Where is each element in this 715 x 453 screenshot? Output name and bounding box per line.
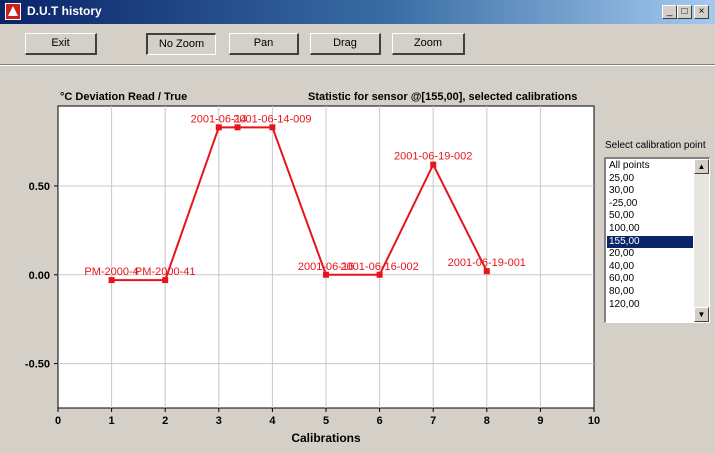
- title-bar[interactable]: D.U.T history _ □ ×: [0, 0, 715, 24]
- x-tick-label: 9: [537, 415, 543, 427]
- toolbar-separator: [0, 64, 715, 66]
- calibration-option[interactable]: 30,00: [609, 185, 635, 197]
- data-point-label: 2001-06-14: [191, 113, 247, 125]
- x-tick-label: 4: [269, 415, 276, 427]
- x-tick-label: 8: [484, 415, 490, 427]
- exit-button[interactable]: Exit: [25, 33, 97, 55]
- y-axis-ticks: 0.50 0.00 -0.50: [25, 181, 58, 371]
- data-point: [323, 271, 329, 278]
- y-tick-label: 0.00: [29, 270, 50, 282]
- drag-button[interactable]: Drag: [310, 33, 381, 55]
- calibration-option[interactable]: -25,00: [609, 197, 638, 209]
- zoom-button[interactable]: Zoom: [392, 33, 465, 55]
- calibration-option[interactable]: 155,00: [607, 235, 693, 249]
- data-point: [376, 271, 383, 278]
- x-tick-label: 6: [377, 415, 383, 427]
- calibration-select-label: Select calibration point: [605, 140, 706, 151]
- data-point-label: 2001-06-19-002: [394, 151, 472, 163]
- close-button[interactable]: ×: [694, 5, 709, 19]
- x-tick-label: 10: [588, 415, 600, 427]
- x-tick-label: 2: [162, 415, 168, 427]
- calibration-option[interactable]: 100,00: [609, 222, 640, 234]
- data-point-label: 2001-06-19-001: [448, 257, 526, 269]
- x-tick-label: 5: [323, 415, 329, 427]
- y-tick-label: -0.50: [25, 359, 50, 371]
- data-point-label: 2001-06-16-002: [340, 261, 418, 273]
- calibration-option[interactable]: 60,00: [609, 273, 635, 285]
- x-tick-label: 7: [430, 415, 436, 427]
- data-point: [430, 161, 437, 168]
- calibration-option[interactable]: 40,00: [609, 260, 635, 272]
- chart-title-right: Statistic for sensor @[155,00], selected…: [308, 91, 578, 103]
- calibration-listbox[interactable]: All points 25,00 30,00 -25,00 50,00 100,00 155…: [604, 157, 710, 323]
- scroll-up-icon[interactable]: ▲: [694, 159, 709, 174]
- no-zoom-button[interactable]: No Zoom: [146, 33, 216, 55]
- data-point-label: 2001-06-14-009: [233, 113, 311, 125]
- app-logo-icon: [5, 3, 21, 20]
- data-point-label: PM-2000-41: [135, 266, 196, 278]
- data-point: [269, 124, 276, 131]
- data-point-label: PM-2000-4: [84, 266, 138, 278]
- x-axis-ticks: 0 1 2 3 4 5 6 7 8 9 10: [55, 408, 600, 427]
- x-axis-label: Calibrations: [291, 431, 361, 445]
- calibration-list-items: All points 25,00 30,00 -25,00 50,00 100,00 155…: [607, 160, 693, 311]
- calibration-option[interactable]: 25,00: [609, 172, 635, 184]
- calibration-option[interactable]: All points: [609, 160, 650, 171]
- y-tick-label: 0.50: [29, 181, 50, 193]
- data-point: [234, 124, 241, 131]
- data-point: [483, 268, 490, 275]
- x-tick-label: 3: [216, 415, 222, 427]
- chart-title-left: °C Deviation Read / True: [60, 91, 188, 103]
- calibration-option[interactable]: 20,00: [609, 248, 635, 260]
- point-labels: PM-2000-4PM-2000-41 2001-06-142001-06-14-…: [84, 113, 526, 278]
- deviation-chart[interactable]: 0 1 2 3 4 5 6 7 8 9 10 0.50 0.00 -0.50 PM-2000-4PM-2…: [0, 0, 600, 453]
- window-title: D.U.T history: [27, 4, 102, 18]
- maximize-button[interactable]: □: [677, 5, 692, 19]
- data-point: [108, 277, 115, 284]
- calibration-option[interactable]: 120,00: [609, 298, 640, 310]
- data-point-label: 2001-06-16: [298, 261, 354, 273]
- series-markers: [108, 124, 490, 284]
- data-point: [162, 277, 169, 284]
- calibration-option[interactable]: 50,00: [609, 210, 635, 222]
- x-tick-label: 0: [55, 415, 61, 427]
- toolbar: Exit No Zoom Pan Drag Zoom: [0, 24, 715, 64]
- x-tick-label: 1: [109, 415, 115, 427]
- listbox-scrollbar[interactable]: ▲ ▼: [694, 159, 709, 322]
- minimize-button[interactable]: _: [662, 5, 677, 19]
- scroll-down-icon[interactable]: ▼: [694, 307, 709, 322]
- data-point: [215, 124, 222, 131]
- pan-button[interactable]: Pan: [229, 33, 299, 55]
- calibration-option[interactable]: 80,00: [609, 285, 635, 297]
